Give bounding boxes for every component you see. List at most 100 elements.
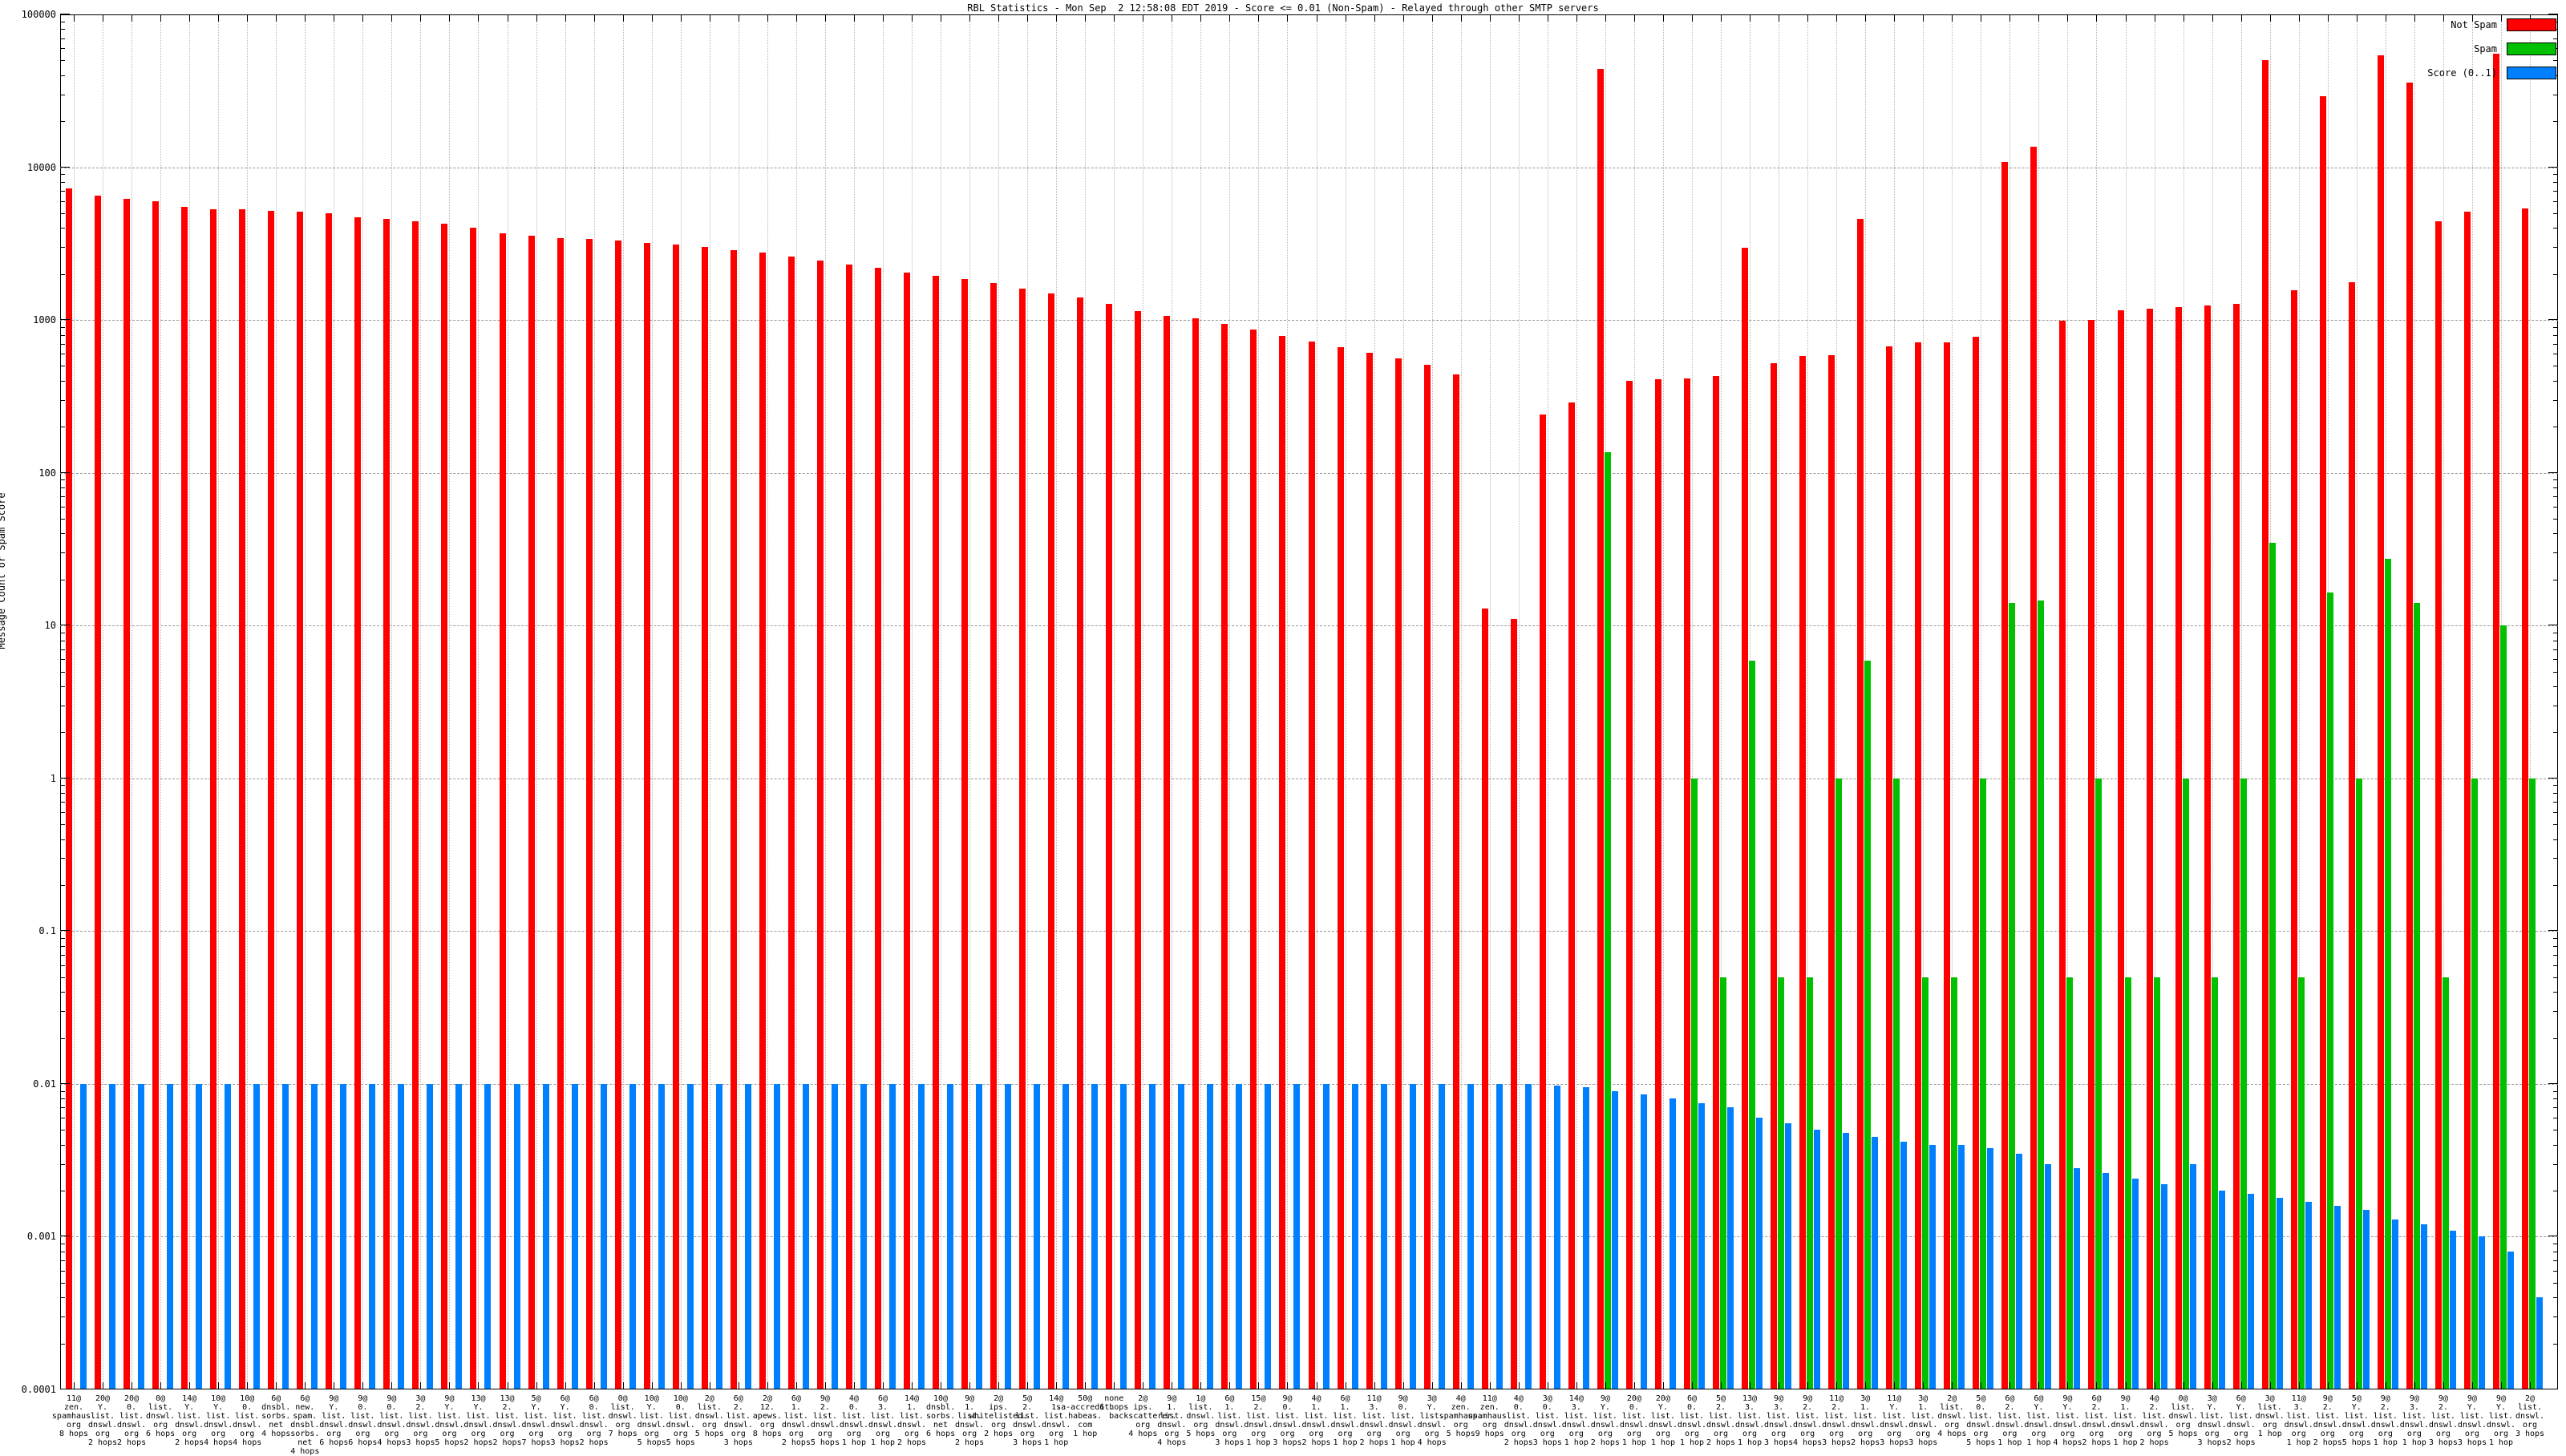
not-spam-bar — [2001, 162, 2009, 1389]
spam-bar — [2182, 778, 2189, 1389]
x-gridline — [1633, 14, 1635, 1389]
score-bar — [1322, 1083, 1330, 1389]
x-bottom-tick — [1662, 1382, 1664, 1389]
score-bar — [1120, 1083, 1127, 1389]
spam-bar — [1951, 977, 1958, 1389]
x-gridline — [795, 14, 797, 1389]
y-minor-tick — [2553, 824, 2558, 826]
not-spam-bar — [1510, 619, 1517, 1389]
y-minor-tick — [60, 1037, 65, 1039]
score-bar — [1149, 1083, 1156, 1389]
x-bottom-tick — [2009, 1382, 2011, 1389]
x-axis-label: 3@ 1. list. dnswl. org 2 hops — [1851, 1394, 1880, 1447]
x-axis-label: 5@ 0. list. dnswl. org 5 hops — [1966, 1394, 1996, 1447]
x-bottom-tick — [1865, 1382, 1867, 1389]
plot-area — [60, 14, 2558, 1389]
x-top-tick — [565, 14, 566, 22]
x-axis-label: 20@ 0. list. dnswl. org 1 hop — [1619, 1394, 1649, 1447]
x-gridline — [912, 14, 913, 1389]
y-minor-tick — [60, 533, 65, 535]
x-top-tick — [1691, 14, 1693, 22]
x-top-tick — [1027, 14, 1029, 22]
score-bar — [80, 1083, 87, 1389]
not-spam-bar — [2030, 147, 2038, 1389]
x-axis-label: 3@ Y. list. dnswl. org 3 hops — [2197, 1394, 2227, 1447]
y-minor-tick — [2553, 965, 2558, 966]
x-top-tick — [1200, 14, 1202, 22]
score-bar — [2305, 1201, 2312, 1389]
x-bottom-tick — [1721, 1382, 1722, 1389]
x-gridline — [622, 14, 624, 1389]
x-axis-label: none 6 hops — [1099, 1394, 1129, 1412]
y-minor-tick — [2553, 732, 2558, 734]
x-gridline — [2298, 14, 2300, 1389]
y-minor-tick — [60, 686, 65, 688]
spam-bar — [2355, 778, 2362, 1389]
not-spam-bar — [1452, 374, 1459, 1389]
x-bottom-tick — [2067, 1382, 2069, 1389]
y-major-tick — [2548, 471, 2558, 473]
score-bar — [2420, 1224, 2427, 1389]
score-bar — [542, 1083, 549, 1389]
y-minor-tick — [60, 121, 65, 123]
y-minor-tick — [60, 659, 65, 661]
not-spam-bar — [961, 279, 969, 1389]
y-minor-tick — [60, 977, 65, 978]
x-gridline — [2240, 14, 2242, 1389]
not-spam-bar — [1625, 380, 1633, 1389]
x-gridline — [882, 14, 884, 1389]
score-bar — [1611, 1090, 1618, 1389]
x-axis-label: 5@ 2. list. dnswl. org 3 hops — [1013, 1394, 1042, 1447]
y-tick-label: 10000 — [26, 161, 56, 173]
y-minor-tick — [60, 1010, 65, 1012]
x-axis-label: 3@ list. dnswl. org 1 hop — [2255, 1394, 2285, 1438]
not-spam-bar — [181, 207, 188, 1389]
y-minor-tick — [2553, 60, 2558, 62]
x-bottom-tick — [74, 1382, 75, 1389]
not-spam-bar — [95, 196, 102, 1389]
not-spam-bar — [614, 241, 621, 1389]
x-top-tick — [1576, 14, 1577, 22]
x-top-tick — [1229, 14, 1231, 22]
score-bar — [455, 1083, 463, 1389]
spam-bar — [2009, 603, 2016, 1389]
x-bottom-tick — [1952, 1382, 1953, 1389]
x-bottom-tick — [969, 1382, 971, 1389]
score-bar — [802, 1083, 809, 1389]
spam-bar — [2095, 778, 2103, 1389]
x-top-tick — [1662, 14, 1664, 22]
x-bottom-tick — [1691, 1382, 1693, 1389]
x-gridline — [2212, 14, 2213, 1389]
x-top-tick — [2500, 14, 2502, 22]
not-spam-bar — [470, 228, 477, 1389]
y-minor-tick — [60, 649, 65, 650]
y-minor-tick — [60, 182, 65, 184]
score-bar — [1438, 1083, 1445, 1389]
x-axis-label: 6@ 0. list. dnswl. org 1 hop — [1677, 1394, 1707, 1447]
x-bottom-tick — [2500, 1382, 2502, 1389]
x-axis-label: 1@ list. dnswl. org 5 hops — [1186, 1394, 1216, 1438]
x-axis-label: 11@ Y. list. dnswl. org 3 hops — [1880, 1394, 1909, 1447]
score-bar — [1351, 1083, 1358, 1389]
x-axis-label: 9@ Y. list. dnswl. org 2 hops — [1590, 1394, 1620, 1447]
y-minor-tick — [2553, 212, 2558, 214]
x-axis-label: 9@ 3. list. dnswl. org 1 hop — [2399, 1394, 2429, 1447]
score-bar — [1553, 1085, 1560, 1389]
x-axis-label: 9@ 3. list. dnswl. org 3 hops — [1764, 1394, 1794, 1447]
y-minor-tick — [2553, 191, 2558, 192]
x-axis-label: 2@ list. dnswl. org 3 hops — [2515, 1394, 2545, 1438]
legend-swatch-not-spam — [2507, 18, 2556, 31]
not-spam-bar — [499, 233, 506, 1389]
not-spam-bar — [1654, 378, 1661, 1389]
x-axis-label: 9@ 1. list. dnswl. org 4 hops — [1157, 1394, 1187, 1447]
x-bottom-tick — [391, 1382, 393, 1389]
x-axis-label: 2@ ips. backscatterer. org 4 hops — [1109, 1394, 1177, 1438]
x-bottom-tick — [1894, 1382, 1896, 1389]
x-bottom-tick — [2443, 1382, 2444, 1389]
x-bottom-tick — [1114, 1382, 1115, 1389]
y-minor-tick — [60, 802, 65, 803]
score-bar — [2391, 1219, 2398, 1389]
x-axis-label: 6@ Y. list. dnswl. org 2 hops — [2226, 1394, 2256, 1447]
x-top-tick — [1807, 14, 1809, 22]
